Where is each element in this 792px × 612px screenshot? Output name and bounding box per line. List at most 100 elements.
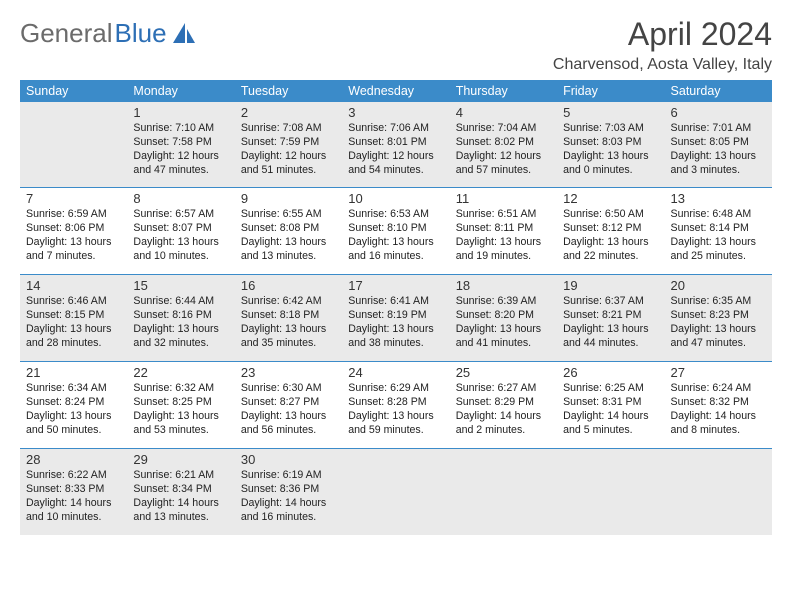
brand-logo: GeneralBlue bbox=[20, 18, 197, 49]
dayname-header: Monday bbox=[127, 80, 234, 102]
calendar-row: 7Sunrise: 6:59 AMSunset: 8:06 PMDaylight… bbox=[20, 188, 772, 275]
detail-line-sr: Sunrise: 7:08 AM bbox=[241, 122, 336, 136]
day-number: 2 bbox=[241, 105, 336, 120]
day-number: 7 bbox=[26, 191, 121, 206]
day-number: 16 bbox=[241, 278, 336, 293]
calendar-cell: 8 Sunrise: 6:57 AMSunset: 8:07 PMDaylight… bbox=[127, 188, 234, 275]
calendar-cell: 23Sunrise: 6:30 AMSunset: 8:27 PMDayligh… bbox=[235, 362, 342, 449]
day-number: 23 bbox=[241, 365, 336, 380]
detail-line-sr: Sunrise: 6:42 AM bbox=[241, 295, 336, 309]
detail-line-ss: Sunset: 8:20 PM bbox=[456, 309, 551, 323]
detail-line-ss: Sunset: 8:31 PM bbox=[563, 396, 658, 410]
detail-line-sr: Sunrise: 6:24 AM bbox=[671, 382, 766, 396]
day-number: 8 bbox=[133, 191, 228, 206]
calendar-cell: 11Sunrise: 6:51 AMSunset: 8:11 PMDayligh… bbox=[450, 188, 557, 275]
detail-line-dl1: Daylight: 12 hours bbox=[133, 150, 228, 164]
calendar-cell: 30Sunrise: 6:19 AMSunset: 8:36 PMDayligh… bbox=[235, 449, 342, 535]
detail-line-sr: Sunrise: 6:55 AM bbox=[241, 208, 336, 222]
detail-line-dl1: Daylight: 13 hours bbox=[133, 323, 228, 337]
calendar-cell bbox=[665, 449, 772, 535]
detail-line-dl1: Daylight: 13 hours bbox=[563, 323, 658, 337]
day-details: Sunrise: 6:55 AMSunset: 8:08 PMDaylight:… bbox=[241, 208, 336, 264]
detail-line-dl2: and 53 minutes. bbox=[133, 424, 228, 438]
calendar-cell: 13Sunrise: 6:48 AMSunset: 8:14 PMDayligh… bbox=[665, 188, 772, 275]
detail-line-dl2: and 0 minutes. bbox=[563, 164, 658, 178]
detail-line-dl2: and 59 minutes. bbox=[348, 424, 443, 438]
calendar-cell: 16Sunrise: 6:42 AMSunset: 8:18 PMDayligh… bbox=[235, 275, 342, 362]
day-number: 5 bbox=[563, 105, 658, 120]
detail-line-dl1: Daylight: 13 hours bbox=[26, 236, 121, 250]
detail-line-dl1: Daylight: 14 hours bbox=[456, 410, 551, 424]
detail-line-dl1: Daylight: 13 hours bbox=[133, 410, 228, 424]
detail-line-dl1: Daylight: 14 hours bbox=[133, 497, 228, 511]
topbar: GeneralBlue April 2024 Charvensod, Aosta… bbox=[20, 18, 772, 74]
day-details: Sunrise: 7:08 AMSunset: 7:59 PMDaylight:… bbox=[241, 122, 336, 178]
detail-line-sr: Sunrise: 6:48 AM bbox=[671, 208, 766, 222]
detail-line-dl2: and 7 minutes. bbox=[26, 250, 121, 264]
detail-line-sr: Sunrise: 6:57 AM bbox=[133, 208, 228, 222]
detail-line-dl2: and 32 minutes. bbox=[133, 337, 228, 351]
detail-line-dl1: Daylight: 14 hours bbox=[671, 410, 766, 424]
detail-line-dl1: Daylight: 12 hours bbox=[348, 150, 443, 164]
detail-line-dl1: Daylight: 13 hours bbox=[26, 323, 121, 337]
calendar-cell: 18Sunrise: 6:39 AMSunset: 8:20 PMDayligh… bbox=[450, 275, 557, 362]
detail-line-dl2: and 3 minutes. bbox=[671, 164, 766, 178]
detail-line-sr: Sunrise: 6:19 AM bbox=[241, 469, 336, 483]
detail-line-dl1: Daylight: 13 hours bbox=[241, 410, 336, 424]
detail-line-dl1: Daylight: 14 hours bbox=[563, 410, 658, 424]
detail-line-sr: Sunrise: 6:21 AM bbox=[133, 469, 228, 483]
dayname-header: Saturday bbox=[665, 80, 772, 102]
detail-line-ss: Sunset: 8:21 PM bbox=[563, 309, 658, 323]
detail-line-dl2: and 35 minutes. bbox=[241, 337, 336, 351]
detail-line-ss: Sunset: 8:24 PM bbox=[26, 396, 121, 410]
detail-line-sr: Sunrise: 7:06 AM bbox=[348, 122, 443, 136]
detail-line-ss: Sunset: 8:15 PM bbox=[26, 309, 121, 323]
calendar-row: 14Sunrise: 6:46 AMSunset: 8:15 PMDayligh… bbox=[20, 275, 772, 362]
detail-line-sr: Sunrise: 6:27 AM bbox=[456, 382, 551, 396]
location-text: Charvensod, Aosta Valley, Italy bbox=[553, 56, 772, 74]
detail-line-dl2: and 51 minutes. bbox=[241, 164, 336, 178]
detail-line-dl1: Daylight: 13 hours bbox=[241, 236, 336, 250]
detail-line-ss: Sunset: 8:18 PM bbox=[241, 309, 336, 323]
calendar-cell: 29Sunrise: 6:21 AMSunset: 8:34 PMDayligh… bbox=[127, 449, 234, 535]
calendar-cell: 22Sunrise: 6:32 AMSunset: 8:25 PMDayligh… bbox=[127, 362, 234, 449]
detail-line-sr: Sunrise: 6:30 AM bbox=[241, 382, 336, 396]
calendar-cell bbox=[557, 449, 664, 535]
calendar-cell: 2 Sunrise: 7:08 AMSunset: 7:59 PMDaylight… bbox=[235, 102, 342, 188]
detail-line-dl2: and 8 minutes. bbox=[671, 424, 766, 438]
day-number: 22 bbox=[133, 365, 228, 380]
calendar-cell: 14Sunrise: 6:46 AMSunset: 8:15 PMDayligh… bbox=[20, 275, 127, 362]
detail-line-ss: Sunset: 7:58 PM bbox=[133, 136, 228, 150]
day-number: 3 bbox=[348, 105, 443, 120]
detail-line-dl1: Daylight: 12 hours bbox=[456, 150, 551, 164]
calendar-cell: 19Sunrise: 6:37 AMSunset: 8:21 PMDayligh… bbox=[557, 275, 664, 362]
detail-line-ss: Sunset: 8:11 PM bbox=[456, 222, 551, 236]
day-details: Sunrise: 7:10 AMSunset: 7:58 PMDaylight:… bbox=[133, 122, 228, 178]
day-number: 9 bbox=[241, 191, 336, 206]
day-number: 21 bbox=[26, 365, 121, 380]
detail-line-sr: Sunrise: 6:29 AM bbox=[348, 382, 443, 396]
detail-line-sr: Sunrise: 6:37 AM bbox=[563, 295, 658, 309]
detail-line-dl2: and 28 minutes. bbox=[26, 337, 121, 351]
detail-line-sr: Sunrise: 6:41 AM bbox=[348, 295, 443, 309]
day-details: Sunrise: 6:53 AMSunset: 8:10 PMDaylight:… bbox=[348, 208, 443, 264]
detail-line-dl1: Daylight: 13 hours bbox=[671, 323, 766, 337]
detail-line-dl1: Daylight: 13 hours bbox=[671, 236, 766, 250]
detail-line-sr: Sunrise: 7:04 AM bbox=[456, 122, 551, 136]
calendar-cell: 10Sunrise: 6:53 AMSunset: 8:10 PMDayligh… bbox=[342, 188, 449, 275]
day-number: 26 bbox=[563, 365, 658, 380]
day-details: Sunrise: 6:51 AMSunset: 8:11 PMDaylight:… bbox=[456, 208, 551, 264]
day-details: Sunrise: 6:57 AMSunset: 8:07 PMDaylight:… bbox=[133, 208, 228, 264]
detail-line-sr: Sunrise: 6:46 AM bbox=[26, 295, 121, 309]
day-details: Sunrise: 6:22 AMSunset: 8:33 PMDaylight:… bbox=[26, 469, 121, 525]
day-number: 24 bbox=[348, 365, 443, 380]
detail-line-ss: Sunset: 8:19 PM bbox=[348, 309, 443, 323]
detail-line-dl1: Daylight: 13 hours bbox=[563, 236, 658, 250]
day-details: Sunrise: 6:50 AMSunset: 8:12 PMDaylight:… bbox=[563, 208, 658, 264]
detail-line-ss: Sunset: 8:29 PM bbox=[456, 396, 551, 410]
detail-line-dl1: Daylight: 12 hours bbox=[241, 150, 336, 164]
day-details: Sunrise: 7:01 AMSunset: 8:05 PMDaylight:… bbox=[671, 122, 766, 178]
detail-line-ss: Sunset: 8:36 PM bbox=[241, 483, 336, 497]
detail-line-sr: Sunrise: 7:01 AM bbox=[671, 122, 766, 136]
detail-line-dl2: and 47 minutes. bbox=[133, 164, 228, 178]
